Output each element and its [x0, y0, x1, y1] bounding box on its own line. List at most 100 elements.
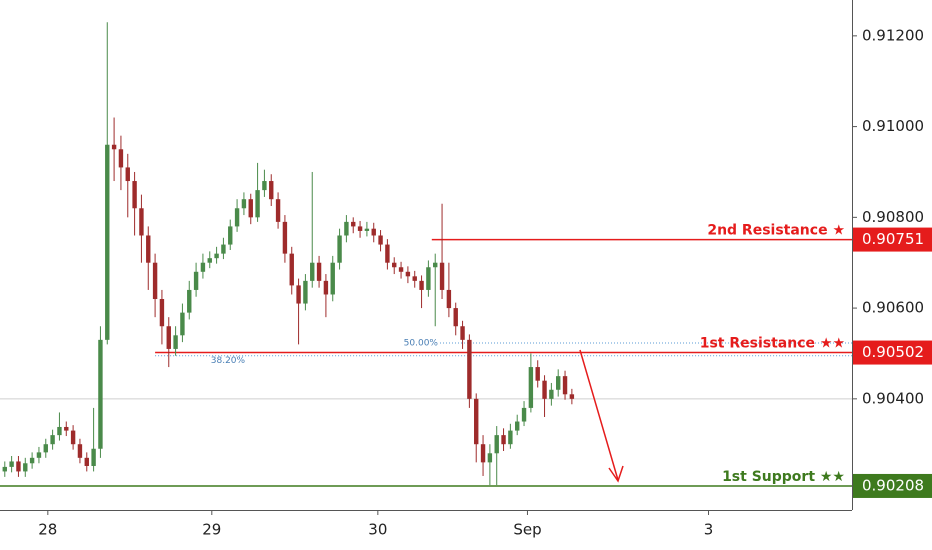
candle-body — [385, 244, 390, 263]
candle-body — [221, 244, 226, 254]
candle-body — [467, 339, 472, 399]
candle-body — [64, 426, 69, 431]
candle-body — [193, 271, 199, 290]
candle-body — [214, 253, 219, 259]
x-tick-label: 29 — [202, 521, 221, 539]
candle-body — [316, 262, 322, 281]
level-label: 1st Support ★★ — [722, 469, 845, 485]
candle-body — [542, 380, 547, 399]
candle-body — [200, 262, 206, 272]
candle-body — [98, 339, 103, 449]
level-price-label: 0.90751 — [862, 230, 924, 248]
candle-body — [29, 457, 35, 464]
x-tick-label: Sep — [513, 521, 541, 539]
candle-body — [91, 448, 96, 466]
candle-body — [105, 144, 110, 340]
candle-body — [364, 228, 370, 231]
candle-body — [378, 235, 383, 245]
candle-body — [139, 208, 144, 236]
candle-body — [508, 430, 513, 445]
candle-body — [351, 221, 356, 227]
candle-body — [344, 221, 349, 236]
candle-body — [2, 466, 7, 472]
candle-body — [426, 267, 431, 290]
labels-layer: 0.90400 0.90600 0.90800 0.91000 0.91200 28 29 3… — [38, 26, 932, 539]
candle-body — [16, 461, 21, 472]
candle-body — [521, 407, 527, 422]
candle-body — [255, 190, 260, 218]
candle-body — [36, 452, 42, 458]
y-tick-label: 0.90800 — [862, 208, 924, 226]
candle-body — [296, 285, 301, 304]
y-tick-label: 0.90400 — [862, 389, 924, 407]
candle-body — [515, 421, 520, 431]
candle-body — [433, 262, 438, 268]
arrow-head — [608, 465, 624, 483]
x-tick-label: 3 — [704, 521, 714, 539]
candle-body — [494, 435, 499, 454]
y-tick-label: 0.91000 — [862, 117, 924, 135]
candle-body — [180, 312, 185, 336]
grid-layer — [0, 35, 857, 515]
candle-body — [241, 199, 247, 209]
candle-body — [446, 289, 452, 309]
candle-body — [501, 435, 506, 445]
candle-body — [474, 398, 479, 445]
candle-body — [125, 167, 130, 182]
level-label: 1st Resistance ★★ — [700, 336, 845, 352]
candle-body — [337, 235, 342, 263]
candle-body — [23, 463, 28, 472]
candle-body — [289, 253, 294, 286]
candle-body — [234, 208, 240, 227]
candle-body — [77, 444, 83, 458]
candle-body — [111, 144, 117, 150]
candle-body — [159, 299, 165, 327]
candle-body — [405, 271, 411, 277]
candle-body — [419, 280, 424, 290]
candle-body — [480, 444, 486, 463]
candle-body — [84, 457, 89, 466]
candle-body — [118, 149, 124, 168]
candle-body — [569, 394, 575, 399]
fib-label: 50.00% — [404, 339, 439, 349]
candle-body — [556, 376, 561, 390]
levels-layer: 50.00% 38.20% — [0, 238, 852, 487]
y-tick-label: 0.91200 — [862, 26, 924, 44]
candle-body — [50, 435, 55, 445]
candle-body — [207, 258, 212, 263]
candle-body — [166, 326, 171, 349]
x-tick-label: 30 — [368, 521, 387, 539]
candles-layer — [2, 22, 575, 486]
candle-body — [9, 461, 14, 467]
candle-body — [357, 226, 363, 231]
level-price-box — [853, 227, 932, 252]
candle-body — [275, 199, 281, 222]
level-price-label: 0.90502 — [862, 343, 924, 361]
candle-body — [70, 430, 76, 445]
candle-body — [412, 276, 417, 281]
candle-body — [173, 335, 178, 349]
level-label: 2nd Resistance ★ — [707, 223, 845, 239]
candle-body — [187, 289, 192, 313]
candle-body — [152, 262, 158, 300]
candle-body — [57, 426, 62, 436]
candle-body — [535, 367, 540, 381]
candle-body — [528, 367, 534, 408]
x-tick-label: 28 — [38, 521, 57, 539]
candle-body — [487, 453, 493, 463]
level-price-box — [853, 340, 932, 365]
candle-body — [310, 262, 315, 281]
level-price-label: 0.90208 — [862, 476, 924, 494]
candle-body — [398, 267, 404, 272]
candle-body — [43, 444, 48, 453]
candle-body — [549, 389, 554, 399]
candle-body — [269, 181, 274, 200]
y-tick-label: 0.90600 — [862, 299, 924, 317]
candle-body — [460, 326, 465, 340]
candle-body — [392, 262, 397, 268]
candle-body — [323, 280, 329, 295]
candle-body — [228, 226, 233, 245]
candle-body — [303, 280, 308, 304]
